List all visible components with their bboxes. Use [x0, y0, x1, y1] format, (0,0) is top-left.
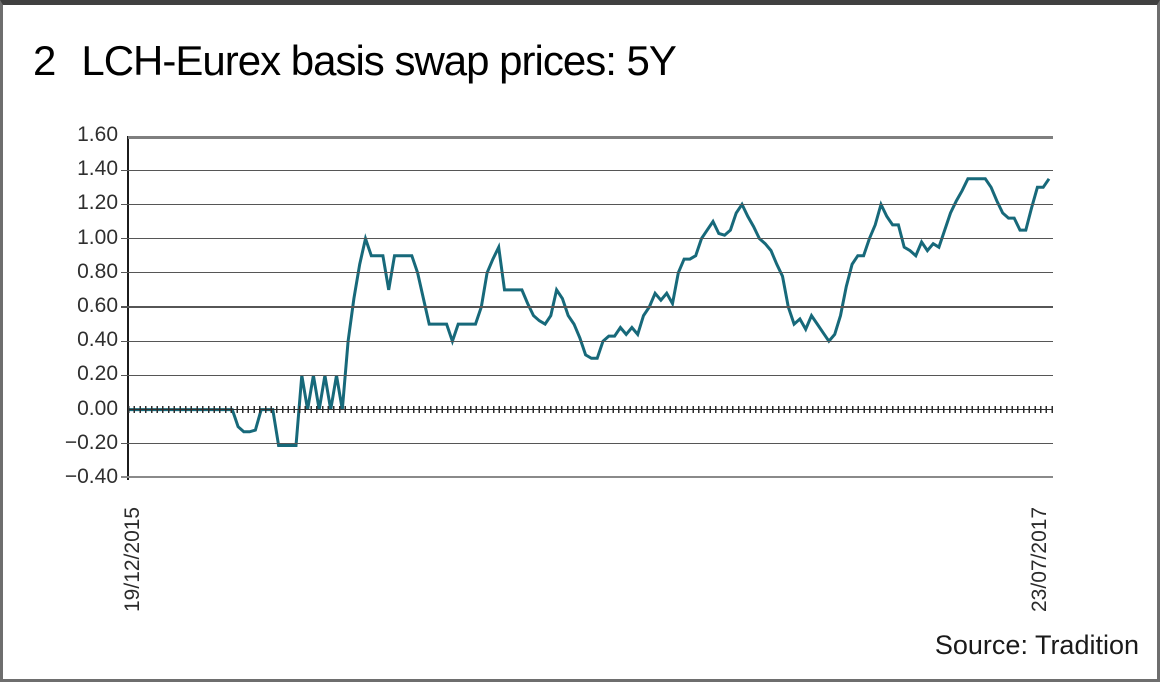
gridline: [121, 475, 1053, 478]
series-svg: [128, 177, 1051, 447]
y-tick-label: 0.00: [77, 396, 118, 420]
chart: 1.60 1.40 1.20 1.00 0.80 0.60 0.40 0.20 0.00 −0.2…: [3, 115, 1157, 615]
y-tick-label: 0.80: [77, 259, 118, 283]
y-tick-label: 1.40: [77, 157, 118, 181]
plot-area: [121, 136, 1053, 480]
gridline: [121, 443, 1053, 445]
gridline: [121, 169, 1053, 171]
figure-number: 2: [33, 37, 56, 84]
gridline: [121, 237, 1053, 240]
series-line: [128, 177, 1051, 447]
y-axis-line: [127, 136, 129, 480]
x-axis-label-end: 23/07/2017: [1028, 506, 1051, 612]
y-tick-label: 1.20: [77, 191, 118, 215]
gridline: [121, 272, 1053, 274]
y-tick-label: 1.60: [77, 123, 118, 146]
y-tick-label: −0.20: [64, 430, 118, 454]
y-tick-label: 0.20: [77, 362, 118, 386]
source-note: Source: Tradition: [934, 630, 1139, 660]
y-tick-label: 0.60: [77, 294, 118, 317]
y-tick-label: −0.40: [64, 465, 118, 488]
gridline: [121, 374, 1053, 377]
zero-axis-line: [128, 409, 1053, 411]
x-axis-label-start: 19/12/2015: [121, 506, 144, 612]
gridline: [121, 203, 1053, 206]
gridline: [128, 136, 1053, 139]
figure-title-text: LCH-Eurex basis swap prices: 5Y: [81, 37, 677, 84]
y-tick-label: 0.40: [77, 328, 118, 352]
figure-title: 2 LCH-Eurex basis swap prices: 5Y: [33, 37, 677, 85]
y-tick-label: 1.00: [77, 225, 118, 249]
gridline: [121, 340, 1053, 342]
gridline: [121, 306, 1053, 308]
